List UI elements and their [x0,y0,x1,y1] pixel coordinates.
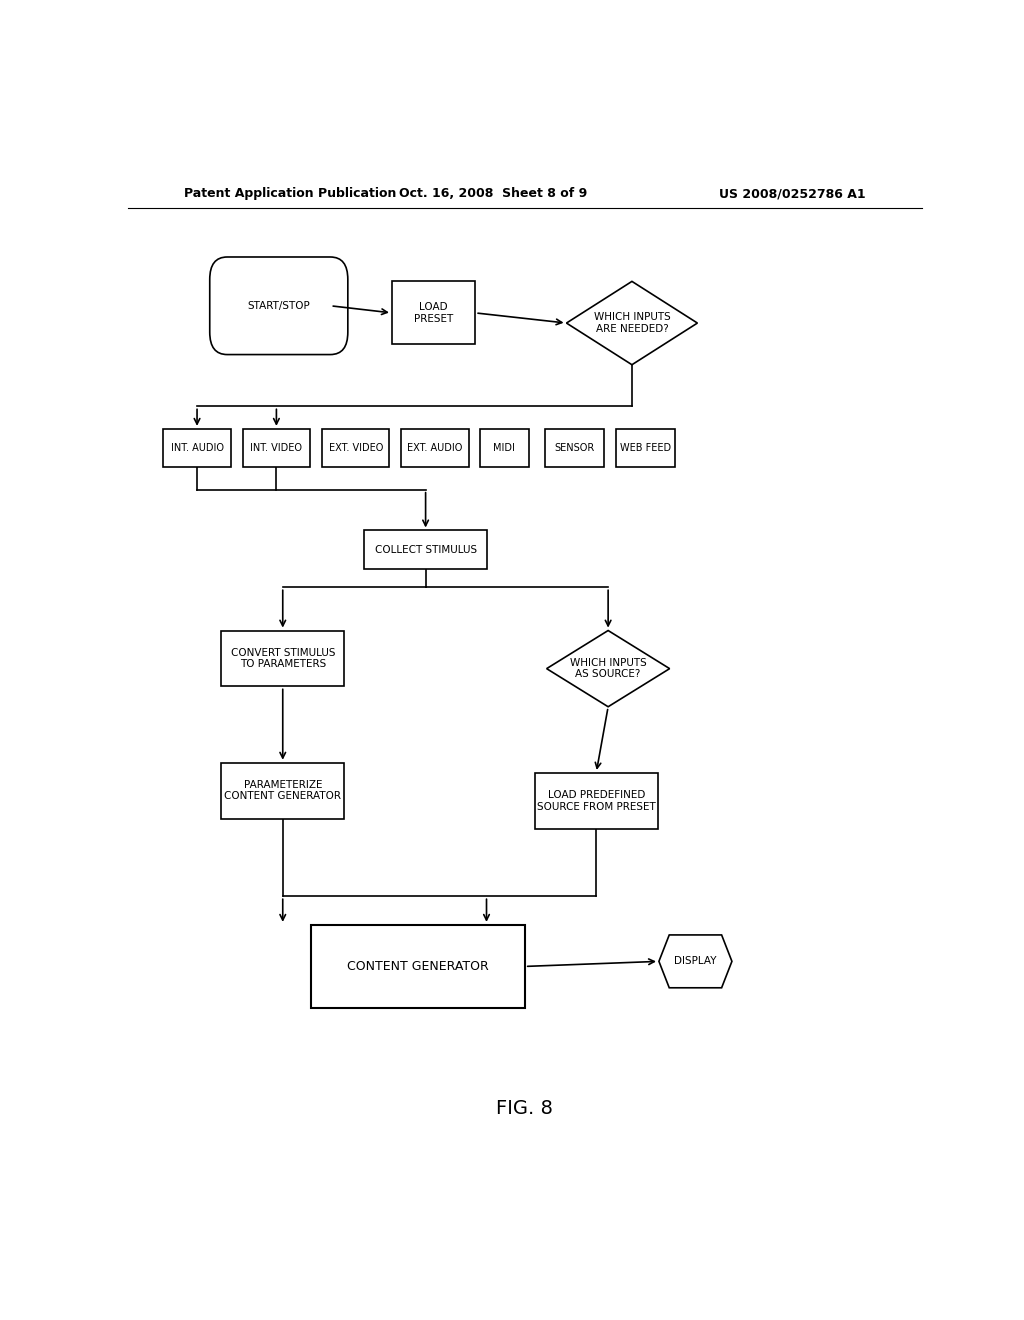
Text: Patent Application Publication: Patent Application Publication [183,187,396,201]
Polygon shape [658,935,732,987]
Bar [221,763,344,818]
Bar [322,429,389,467]
Polygon shape [566,281,697,364]
Text: CONTENT GENERATOR: CONTENT GENERATOR [347,960,488,973]
Bar [479,429,528,467]
Bar [401,429,469,467]
Polygon shape [547,631,670,706]
Bar [243,429,310,467]
Text: LOAD
PRESET: LOAD PRESET [414,302,454,323]
Text: WHICH INPUTS
AS SOURCE?: WHICH INPUTS AS SOURCE? [569,657,646,680]
FancyBboxPatch shape [210,257,348,355]
Bar [546,429,604,467]
Text: CONVERT STIMULUS
TO PARAMETERS: CONVERT STIMULUS TO PARAMETERS [230,648,335,669]
Text: MIDI: MIDI [494,444,515,453]
Text: Oct. 16, 2008  Sheet 8 of 9: Oct. 16, 2008 Sheet 8 of 9 [399,187,587,201]
Text: DISPLAY: DISPLAY [674,957,717,966]
Text: US 2008/0252786 A1: US 2008/0252786 A1 [720,187,866,201]
Text: EXT. VIDEO: EXT. VIDEO [329,444,383,453]
Text: INT. AUDIO: INT. AUDIO [171,444,223,453]
Text: EXT. AUDIO: EXT. AUDIO [408,444,463,453]
Text: COLLECT STIMULUS: COLLECT STIMULUS [375,545,476,554]
Bar [392,281,475,345]
Text: FIG. 8: FIG. 8 [497,1100,553,1118]
Bar [310,925,525,1008]
Text: WHICH INPUTS
ARE NEEDED?: WHICH INPUTS ARE NEEDED? [594,313,671,334]
Text: WEB FEED: WEB FEED [620,444,671,453]
Bar [616,429,675,467]
Text: START/STOP: START/STOP [248,301,310,310]
Text: SENSOR: SENSOR [555,444,595,453]
Bar [163,429,230,467]
Bar [365,531,487,569]
Bar [221,631,344,686]
Text: LOAD PREDEFINED
SOURCE FROM PRESET: LOAD PREDEFINED SOURCE FROM PRESET [537,789,655,812]
Text: PARAMETERIZE
CONTENT GENERATOR: PARAMETERIZE CONTENT GENERATOR [224,780,341,801]
Bar [535,772,657,829]
Text: INT. VIDEO: INT. VIDEO [251,444,302,453]
